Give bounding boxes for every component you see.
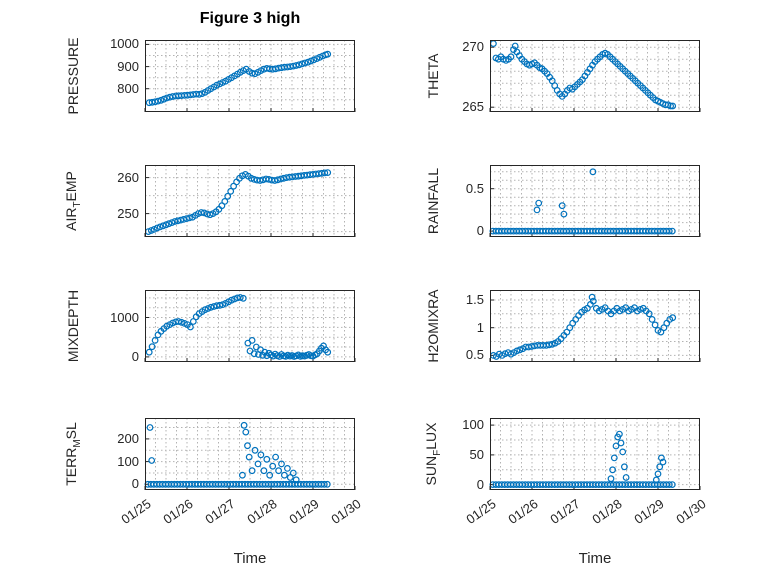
plot-area (489, 418, 701, 490)
data-points (145, 50, 332, 107)
axes-border (490, 165, 700, 237)
plot-area (489, 165, 701, 237)
y-tick-label: 0.5 (465, 347, 484, 363)
data-points (145, 169, 332, 235)
y-tick-label: 200 (117, 430, 139, 446)
grid-lines (490, 40, 700, 112)
y-axis-label: THETA (425, 53, 441, 99)
subplot-air-temp: AIRTEMP 250 260 (63, 165, 356, 237)
axes-border (490, 290, 700, 362)
y-tick-label: 800 (117, 80, 139, 96)
axes-border (145, 40, 355, 112)
x-tick-label: 01/27 (202, 496, 238, 527)
x-tick-label: 01/26 (160, 496, 196, 527)
axes-border (490, 40, 700, 112)
tick-marks (144, 177, 356, 237)
y-tick-label: 100 (117, 453, 139, 469)
y-tick-label: 1.5 (465, 292, 484, 307)
y-tick-label: 1000 (110, 36, 139, 52)
y-axis-label: RAINFALL (425, 167, 441, 235)
y-axis-label: H2OMIXRA (425, 289, 441, 363)
x-tick-label: 01/30 (328, 496, 364, 527)
plot-area (489, 290, 701, 362)
subplot-sun-flux: SUNFLUX 0 50 100 01/25 01/26 01/27 01/28 01/29 01… (423, 418, 709, 527)
y-axis-label: MIXDEPTH (65, 289, 81, 363)
y-tick-label: 100 (462, 417, 484, 433)
plot-area (489, 40, 701, 112)
y-tick-label: 260 (117, 169, 139, 185)
axes-border (145, 165, 355, 237)
plot-area (144, 165, 356, 237)
subplot-rainfall: RAINFALL 0 0.5 (425, 165, 701, 238)
y-tick-label: 0.5 (465, 180, 484, 196)
subplot-theta: THETA 265 270 (425, 40, 701, 114)
x-tick-label: 01/29 (631, 496, 667, 527)
y-tick-label: 50 (469, 446, 484, 462)
x-axis-label-right: Time (578, 550, 612, 567)
grid-lines (145, 40, 355, 112)
x-tick-label: 01/25 (463, 496, 499, 527)
data-points (490, 293, 677, 360)
grid-lines (490, 165, 700, 237)
y-tick-label: 0 (476, 476, 484, 492)
plot-area (144, 418, 356, 490)
y-tick-label: 270 (462, 39, 484, 55)
grid-lines (145, 290, 355, 362)
x-tick-label: 01/29 (286, 496, 322, 527)
y-tick-label: 0 (131, 476, 139, 492)
y-tick-label: 1000 (110, 309, 139, 325)
y-axis-label: PRESSURE (65, 37, 81, 115)
y-tick-label: 265 (462, 99, 484, 115)
axes-border (145, 290, 355, 362)
data-points (145, 294, 332, 360)
x-axis-label-left: Time (233, 550, 267, 567)
grid-lines (490, 418, 700, 490)
x-tick-label: 01/28 (589, 496, 625, 527)
y-tick-label: 0 (131, 348, 139, 364)
x-tick-label: 01/25 (118, 496, 154, 527)
x-tick-label: 01/28 (244, 496, 280, 527)
subplot-mixdepth: MIXDEPTH 0 1000 (65, 290, 356, 363)
subplot-terr-msl: TERRMSL 0 100 200 01/25 01/26 01/27 01/28 01/29 0… (63, 418, 364, 527)
y-tick-label: 0 (476, 223, 484, 239)
axes-border (490, 418, 700, 490)
y-tick-label: 900 (117, 58, 139, 74)
subplot-h2omixra: H2OMIXRA 0.5 1 1.5 (425, 289, 701, 363)
plot-area (144, 40, 356, 112)
data-points (144, 421, 331, 488)
subplot-pressure: PRESSURE 800 900 1000 (65, 37, 356, 115)
axes-border (145, 418, 355, 490)
x-tick-label: 01/30 (673, 496, 709, 527)
plot-area (144, 290, 356, 362)
figure-title: Figure 3 high (199, 10, 301, 27)
data-points (489, 168, 676, 235)
y-axis-label: AIRTEMP (63, 171, 83, 231)
y-axis-label: TERRMSL (63, 422, 83, 486)
y-axis-label: SUNFLUX (423, 422, 443, 486)
x-tick-label: 01/27 (547, 496, 583, 527)
grid-lines (145, 418, 355, 490)
x-tick-label: 01/26 (505, 496, 541, 527)
data-points (489, 430, 676, 488)
data-points (490, 40, 677, 110)
y-tick-label: 1 (476, 319, 484, 335)
y-tick-label: 250 (117, 205, 139, 221)
